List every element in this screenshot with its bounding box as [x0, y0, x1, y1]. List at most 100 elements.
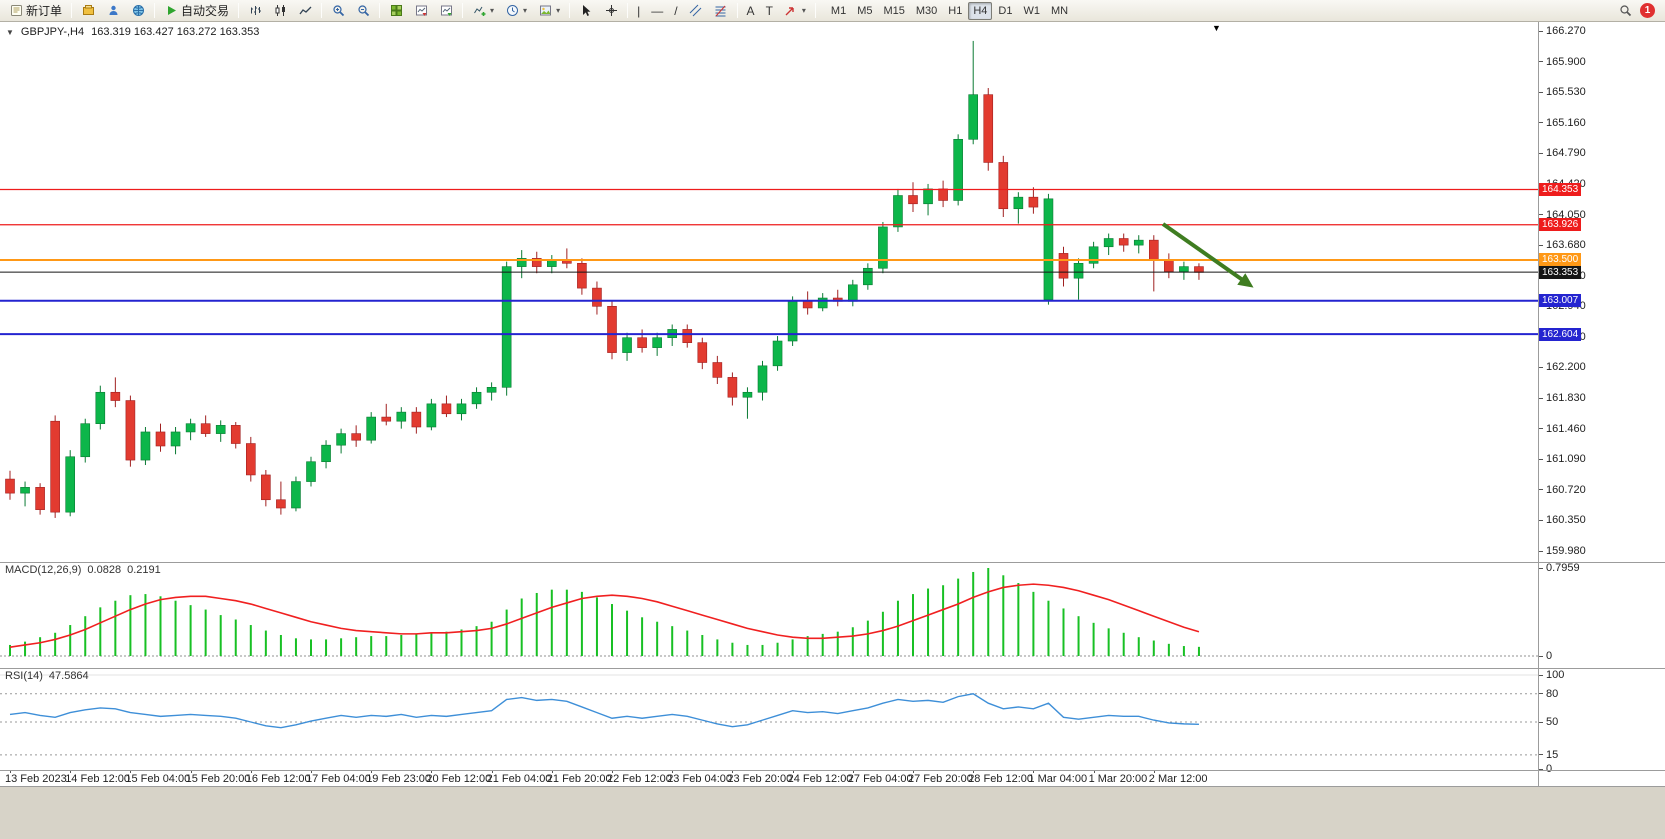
fibonacci-icon: [714, 4, 728, 18]
accounts-button[interactable]: [76, 1, 100, 20]
timeframe-d1-button[interactable]: D1: [998, 4, 1013, 17]
autotrading-label: 自动交易: [181, 4, 230, 18]
line-chart-button[interactable]: [293, 1, 317, 20]
timeframe-h1-button[interactable]: H1: [948, 4, 963, 17]
accounts-icon: [81, 4, 95, 18]
ohlc-values: 163.319 163.427 163.272 163.353: [91, 26, 260, 38]
time-tick-label: 19 Feb 23:00: [366, 773, 432, 785]
candlestick-chart-button[interactable]: [268, 1, 292, 20]
autotrading-play-icon: [164, 4, 178, 18]
macd-panel: MACD(12,26,9) 0.0828 0.2191: [0, 562, 1538, 668]
market-button[interactable]: [126, 1, 150, 20]
time-tick-mark: [70, 770, 72, 773]
price-tick-mark: [1539, 122, 1543, 124]
price-tick-label: 160.350: [1546, 514, 1586, 527]
channel-tool-button[interactable]: [684, 1, 708, 20]
clock-icon: [505, 4, 519, 18]
rsi-panel: RSI(14) 47.5864: [0, 668, 1538, 770]
cursor-tool-button[interactable]: [574, 1, 598, 20]
timeframe-m15-button[interactable]: M15: [883, 4, 905, 17]
horizontal-line-tool-button[interactable]: —: [646, 1, 668, 20]
price-tick-mark: [1539, 458, 1543, 460]
vertical-line-tool-button[interactable]: |: [632, 1, 645, 20]
time-tick-label: 1 Mar 20:00: [1088, 773, 1148, 785]
dropdown-caret-icon: ▾: [490, 6, 495, 15]
current-price-badge: 163.353: [1539, 265, 1582, 279]
time-tick-mark: [973, 770, 975, 773]
zoom-out-button[interactable]: [351, 1, 375, 20]
time-tick-label: 1 Mar 04:00: [1028, 773, 1088, 785]
new-order-button[interactable]: 新订单: [4, 1, 67, 20]
price-levels: [0, 188, 1538, 336]
horizontal-line-icon: —: [651, 3, 664, 18]
timeframe-m1-button[interactable]: M1: [830, 4, 847, 17]
macd-label: MACD(12,26,9) 0.0828 0.2191: [5, 564, 161, 576]
bar-chart-icon: [248, 4, 262, 18]
cursor-icon: [579, 4, 593, 18]
bar-chart-button[interactable]: [243, 1, 267, 20]
time-tick-label: 21 Feb 20:00: [546, 773, 612, 785]
text-tool-button[interactable]: A: [742, 1, 760, 20]
timeframe-m5-button[interactable]: M5: [857, 4, 873, 17]
price-axis[interactable]: 166.270165.900165.530165.160164.790164.4…: [1539, 22, 1665, 786]
crosshair-tool-button[interactable]: [599, 1, 623, 20]
time-tick-mark: [10, 770, 11, 773]
macd-signal-line: [9, 583, 1200, 648]
time-tick-label: 17 Feb 04:00: [306, 773, 371, 785]
macd-chart[interactable]: [0, 562, 1538, 668]
panel-separator[interactable]: [0, 562, 1665, 563]
templates-button[interactable]: ▾: [533, 1, 565, 20]
timeframe-mn-button[interactable]: MN: [1050, 4, 1069, 17]
time-tick-mark: [1153, 770, 1155, 773]
macd-tick-label: 0: [1546, 650, 1553, 662]
label-tool-button[interactable]: T: [761, 1, 778, 20]
search-button[interactable]: [1613, 1, 1637, 20]
time-tick-label: 15 Feb 20:00: [185, 773, 251, 785]
axis-separator: [1538, 22, 1539, 786]
price-tick-mark: [1539, 489, 1543, 491]
globe-icon: [131, 4, 145, 18]
macd-tick-mark: [1539, 567, 1543, 569]
vertical-line-icon: |: [637, 3, 641, 18]
auto-scroll-button[interactable]: [434, 1, 458, 20]
fibonacci-tool-button[interactable]: [709, 1, 733, 20]
price-tick-mark: [1539, 30, 1543, 32]
trendline-tool-button[interactable]: /: [669, 1, 682, 20]
rsi-tick-mark: [1539, 693, 1543, 695]
tile-windows-button[interactable]: [384, 1, 408, 20]
panel-separator: [0, 786, 1665, 787]
price-tick-label: 161.830: [1546, 392, 1586, 405]
timeframe-m30-button[interactable]: M30: [915, 4, 938, 17]
rsi-tick-label: 0: [1546, 763, 1553, 775]
macd-histogram: [9, 568, 1200, 656]
time-tick-label: 23 Feb 04:00: [667, 773, 733, 785]
price-tick-label: 164.050: [1546, 208, 1586, 221]
timeframe-w1-button[interactable]: W1: [1023, 4, 1040, 17]
autotrading-button[interactable]: 自动交易: [159, 1, 234, 20]
toolbar-separator: [627, 3, 629, 18]
rsi-line: [9, 693, 1199, 729]
periods-button[interactable]: ▾: [500, 1, 532, 20]
macd-name: MACD(12,26,9): [5, 564, 82, 576]
candlestick-chart[interactable]: [0, 22, 1538, 562]
panel-separator[interactable]: [0, 668, 1665, 669]
arrows-tool-button[interactable]: ▾: [779, 1, 811, 20]
timeframe-selector: M1 M5 M15 M30 H1 H4 D1 W1 MN: [826, 1, 1073, 20]
panel-separator: [0, 770, 1665, 771]
bar-position-marker-icon: ▼: [1212, 23, 1221, 33]
time-axis[interactable]: 13 Feb 2023 14 Feb 12:00 15 Feb 04:00 15 Fe…: [0, 770, 1538, 786]
timeframe-h4-button[interactable]: H4: [968, 1, 993, 20]
rsi-chart[interactable]: [0, 668, 1538, 770]
time-tick-mark: [913, 770, 914, 773]
chart-shift-icon: [414, 4, 428, 18]
chart-shift-button[interactable]: [409, 1, 433, 20]
time-tick-mark: [431, 770, 433, 773]
indicators-button[interactable]: ▾: [467, 1, 499, 20]
zoom-in-button[interactable]: [326, 1, 350, 20]
notification-badge[interactable]: 1: [1640, 3, 1655, 18]
price-tick-mark: [1539, 397, 1543, 399]
chart-title: ▼ GBPJPY-,H4 163.319 163.427 163.272 163…: [6, 26, 259, 38]
title-collapse-icon[interactable]: ▼: [6, 27, 14, 37]
time-tick-mark: [792, 770, 794, 773]
profile-button[interactable]: [101, 1, 125, 20]
